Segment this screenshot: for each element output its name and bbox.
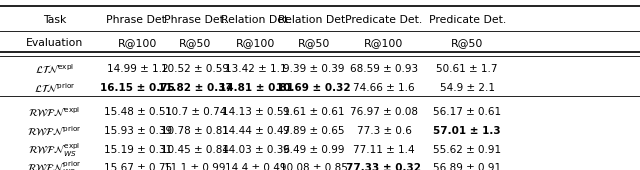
Text: 11.82 ± 0.37: 11.82 ± 0.37: [158, 83, 232, 93]
Text: 16.15 ± 0.75: 16.15 ± 0.75: [100, 83, 175, 93]
Text: 9.49 ± 0.99: 9.49 ± 0.99: [283, 145, 344, 155]
Text: Phrase Det.: Phrase Det.: [164, 15, 227, 24]
Text: $\mathcal{RWFN}_{WS}^{\mathrm{expl}}$: $\mathcal{RWFN}_{WS}^{\mathrm{expl}}$: [28, 141, 81, 159]
Text: 10.69 ± 0.32: 10.69 ± 0.32: [276, 83, 351, 93]
Text: 14.13 ± 0.51: 14.13 ± 0.51: [222, 107, 290, 117]
Text: $\mathcal{RWFN}_{WS}^{\mathrm{prior}}$: $\mathcal{RWFN}_{WS}^{\mathrm{prior}}$: [27, 159, 82, 170]
Text: 14.03 ± 0.36: 14.03 ± 0.36: [222, 145, 290, 155]
Text: 9.39 ± 0.39: 9.39 ± 0.39: [283, 64, 344, 74]
Text: Task: Task: [43, 15, 66, 24]
Text: 14.4 ± 0.49: 14.4 ± 0.49: [225, 163, 287, 170]
Text: Phrase Det.: Phrase Det.: [106, 15, 169, 24]
Text: $\mathcal{LTN}^{\mathrm{expl}}$: $\mathcal{LTN}^{\mathrm{expl}}$: [35, 62, 74, 76]
Text: R@100: R@100: [118, 38, 157, 48]
Text: $\mathcal{LTN}^{\mathrm{prior}}$: $\mathcal{LTN}^{\mathrm{prior}}$: [34, 81, 75, 95]
Text: 9.61 ± 0.61: 9.61 ± 0.61: [283, 107, 344, 117]
Text: 10.78 ± 0.81: 10.78 ± 0.81: [161, 126, 229, 136]
Text: 15.19 ± 0.31: 15.19 ± 0.31: [104, 145, 172, 155]
Text: 11.1 ± 0.99: 11.1 ± 0.99: [164, 163, 226, 170]
Text: 10.7 ± 0.74: 10.7 ± 0.74: [164, 107, 226, 117]
Text: 15.67 ± 0.75: 15.67 ± 0.75: [104, 163, 172, 170]
Text: 14.99 ± 1.2: 14.99 ± 1.2: [107, 64, 168, 74]
Text: R@50: R@50: [298, 38, 330, 48]
Text: 9.89 ± 0.65: 9.89 ± 0.65: [283, 126, 344, 136]
Text: 74.66 ± 1.6: 74.66 ± 1.6: [353, 83, 415, 93]
Text: 55.62 ± 0.91: 55.62 ± 0.91: [433, 145, 501, 155]
Text: R@100: R@100: [236, 38, 276, 48]
Text: 13.42 ± 1.1: 13.42 ± 1.1: [225, 64, 287, 74]
Text: 15.48 ± 0.51: 15.48 ± 0.51: [104, 107, 172, 117]
Text: R@50: R@50: [451, 38, 483, 48]
Text: 10.52 ± 0.59: 10.52 ± 0.59: [161, 64, 229, 74]
Text: Predicate Det.: Predicate Det.: [429, 15, 506, 24]
Text: 56.89 ± 0.91: 56.89 ± 0.91: [433, 163, 501, 170]
Text: 15.93 ± 0.39: 15.93 ± 0.39: [104, 126, 172, 136]
Text: 77.3 ± 0.6: 77.3 ± 0.6: [356, 126, 412, 136]
Text: 77.33 ± 0.32: 77.33 ± 0.32: [346, 163, 422, 170]
Text: 10.45 ± 0.84: 10.45 ± 0.84: [161, 145, 229, 155]
Text: Relation Det.: Relation Det.: [221, 15, 291, 24]
Text: 14.44 ± 0.47: 14.44 ± 0.47: [222, 126, 290, 136]
Text: R@50: R@50: [179, 38, 211, 48]
Text: 57.01 ± 1.3: 57.01 ± 1.3: [433, 126, 501, 136]
Text: 54.9 ± 2.1: 54.9 ± 2.1: [440, 83, 495, 93]
Text: R@100: R@100: [364, 38, 404, 48]
Text: 50.61 ± 1.7: 50.61 ± 1.7: [436, 64, 498, 74]
Text: $\mathcal{RWFN}^{\mathrm{expl}}$: $\mathcal{RWFN}^{\mathrm{expl}}$: [28, 105, 81, 119]
Text: 77.11 ± 1.4: 77.11 ± 1.4: [353, 145, 415, 155]
Text: 10.08 ± 0.85: 10.08 ± 0.85: [280, 163, 348, 170]
Text: 68.59 ± 0.93: 68.59 ± 0.93: [350, 64, 418, 74]
Text: 76.97 ± 0.08: 76.97 ± 0.08: [350, 107, 418, 117]
Text: 14.81 ± 0.81: 14.81 ± 0.81: [219, 83, 293, 93]
Text: Evaluation: Evaluation: [26, 38, 83, 48]
Text: Relation Det.: Relation Det.: [278, 15, 349, 24]
Text: Predicate Det.: Predicate Det.: [346, 15, 422, 24]
Text: 56.17 ± 0.61: 56.17 ± 0.61: [433, 107, 501, 117]
Text: $\mathcal{RWFN}^{\mathrm{prior}}$: $\mathcal{RWFN}^{\mathrm{prior}}$: [27, 124, 82, 138]
